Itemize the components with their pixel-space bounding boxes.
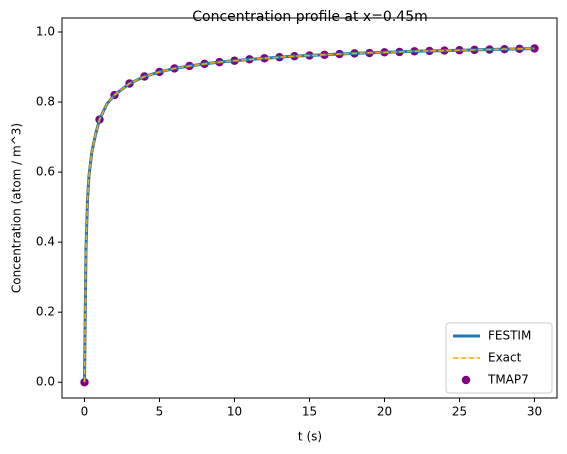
y-axis-label: Concentration (atom / m^3)	[10, 123, 24, 293]
x-axis-label: t (s)	[298, 430, 322, 444]
chart-title: Concentration profile at x=0.45m	[192, 9, 428, 25]
x-tick-label: 15	[302, 405, 317, 419]
x-tick-label: 5	[156, 405, 164, 419]
x-tick-label: 30	[527, 405, 542, 419]
x-tick-label: 20	[377, 405, 392, 419]
y-tick-label: 0.4	[36, 235, 55, 249]
y-tick-label: 0.6	[36, 165, 55, 179]
x-tick-label: 25	[452, 405, 467, 419]
legend-marker	[461, 375, 471, 385]
x-tick-label: 0	[81, 405, 89, 419]
line	[83, 47, 535, 383]
legend-label: Exact	[488, 351, 522, 365]
x-tick-label: 10	[227, 405, 242, 419]
y-tick-label: 1.0	[36, 25, 55, 39]
y-tick-label: 0.0	[36, 375, 55, 389]
legend-label: FESTIM	[488, 329, 531, 343]
plot-frame	[61, 17, 558, 399]
legend-label: TMAP7	[487, 373, 529, 387]
y-tick-label: 0.2	[36, 305, 55, 319]
y-tick-label: 0.8	[36, 95, 55, 109]
legend-box	[445, 322, 553, 394]
